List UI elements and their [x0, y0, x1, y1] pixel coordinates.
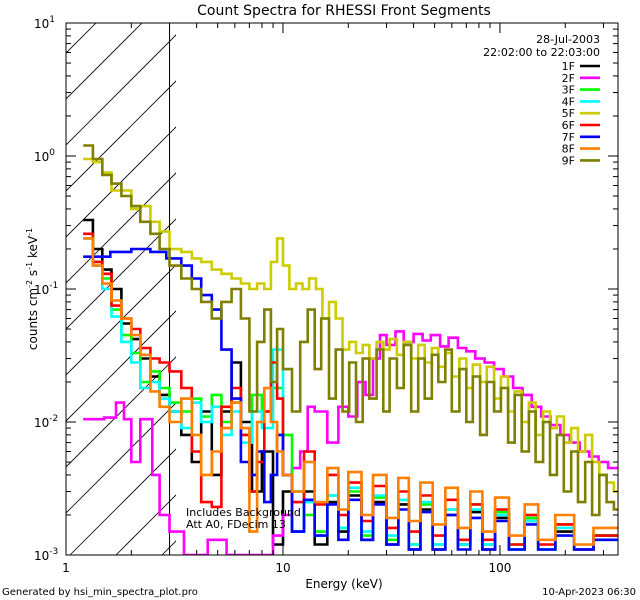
y-tick-label: 10-1	[34, 281, 58, 297]
hatch-line	[66, 23, 143, 100]
hatch-line	[66, 356, 176, 468]
legend-label-2f: 2F	[562, 72, 575, 85]
plot-frame	[65, 22, 619, 556]
hatch-line	[0, 0, 118, 555]
series-line-8f	[83, 237, 618, 546]
footer-timestamp: 10-Apr-2023 06:30	[542, 587, 636, 598]
legend-label-7f: 7F	[562, 131, 575, 144]
y-tick-label: 100	[34, 148, 55, 164]
legend-label-8f: 8F	[562, 143, 575, 156]
y-axis-label-mid2: keV	[26, 235, 40, 262]
series-line-5f	[83, 157, 618, 493]
y-axis-label-exp2: -1	[25, 262, 34, 270]
x-tick-label: 100	[488, 561, 511, 575]
chart-title: Count Spectra for RHESSI Front Segments	[197, 3, 491, 19]
legend-label-5f: 5F	[562, 107, 575, 120]
footer-generated-by: Generated by hsi_min_spectra_plot.pro	[2, 587, 198, 598]
annotation-attenuator: Att A0, FDecim 13	[186, 518, 286, 531]
observation-date: 28-Jul-2003	[536, 33, 600, 46]
legend-label-4f: 4F	[562, 95, 575, 108]
x-axis-label: Energy (keV)	[305, 577, 382, 591]
y-tick-label: 10-3	[34, 547, 58, 563]
series-line-4f	[83, 237, 618, 551]
hatch-line	[66, 310, 176, 422]
legend-label-9f: 9F	[562, 154, 575, 167]
y-axis-label-main: counts cm	[26, 288, 40, 350]
annotation-background: Includes Background	[186, 506, 301, 519]
series-line-3f	[83, 232, 618, 551]
hatch-line	[66, 264, 176, 376]
hatch-line	[66, 402, 176, 514]
y-axis-label-exp1: -2	[25, 280, 34, 288]
hatch-line	[0, 0, 26, 555]
y-axis-label-mid1: s	[26, 270, 40, 280]
y-tick-label: 10-2	[34, 414, 58, 430]
series-line-9f	[83, 144, 618, 517]
x-tick-label: 10	[275, 561, 290, 575]
series-line-6f	[83, 232, 618, 551]
y-tick-labels: 10-3 10-2 10-1 100 101	[34, 15, 58, 563]
legend-label-1f: 1F	[562, 60, 575, 73]
series-layer	[83, 144, 618, 555]
y-tick-label: 101	[34, 15, 55, 31]
legend-label-3f: 3F	[562, 84, 575, 97]
x-tick-label: 1	[62, 561, 70, 575]
y-axis-label-exp3: -1	[25, 228, 34, 236]
y-axis-label: counts cm-2 s-1 keV-1	[25, 228, 40, 350]
time-range: 22:02:00 to 22:03:00	[483, 46, 600, 59]
legend-label-6f: 6F	[562, 119, 575, 132]
hatched-region	[0, 0, 176, 555]
x-tick-labels: 1 10 100	[62, 561, 511, 575]
hatch-line	[66, 218, 176, 330]
axis-ticks	[65, 23, 618, 556]
hatch-line	[66, 34, 176, 146]
